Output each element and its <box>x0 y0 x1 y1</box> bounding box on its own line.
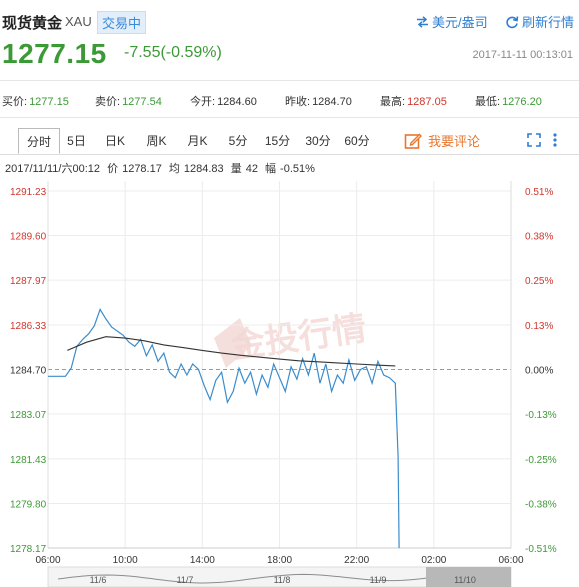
y-tick-label: 1281.43 <box>10 455 47 466</box>
overview-selection <box>426 567 511 587</box>
y-tick-label: 1287.97 <box>10 276 47 287</box>
y-tick-label: 1284.70 <box>10 366 47 377</box>
instrument-code: XAU <box>65 14 92 29</box>
pct-tick-label: 0.25% <box>525 276 553 287</box>
tab-weekly-k[interactable]: 周K <box>146 134 167 148</box>
pct-tick-label: 0.00% <box>525 366 553 377</box>
period-tabs: 分时 5日 日K 周K 月K 5分 15分 30分 60分 <box>18 127 376 155</box>
info-amp: -0.51% <box>280 163 315 175</box>
overview-line <box>57 573 427 584</box>
info-price: 1278.17 <box>122 163 162 175</box>
info-price-label: 价 <box>107 163 119 175</box>
info-vol: 42 <box>245 163 258 175</box>
stat-high: 最高: 1287.05 <box>380 93 447 109</box>
tab-30min[interactable]: 30分 <box>305 134 331 148</box>
watermark-emblem <box>214 318 252 368</box>
fullscreen-icon[interactable] <box>527 133 541 147</box>
x-tick-label: 06:00 <box>35 555 60 566</box>
swap-arrows-icon <box>417 15 428 28</box>
x-tick-label: 14:00 <box>190 555 215 566</box>
info-avg-label: 均 <box>168 163 180 175</box>
stat-label: 买价: <box>2 96 28 108</box>
more-options-icon[interactable] <box>551 133 559 147</box>
divider <box>0 154 579 155</box>
pct-tick-label: -0.38% <box>525 499 557 510</box>
refresh-icon <box>506 15 519 28</box>
stat-value: 1287.05 <box>407 96 447 108</box>
stat-prev-close: 昨收: 1284.70 <box>285 93 352 109</box>
info-datetime: 2017/11/11/六00:12 <box>5 163 101 175</box>
write-comment-label: 我要评论 <box>428 134 481 149</box>
currency-unit-button[interactable]: 美元/盎司 <box>416 12 488 31</box>
watermark-logo: 金投行情 <box>228 308 369 367</box>
refresh-label: 刷新行情 <box>522 15 575 30</box>
stat-bid: 买价: 1277.15 <box>2 93 69 109</box>
refresh-quotes-button[interactable]: 刷新行情 <box>505 12 574 31</box>
y-tick-label: 1286.33 <box>10 321 47 332</box>
stat-low: 最低: 1276.20 <box>475 93 542 109</box>
stat-label: 最高: <box>380 96 406 108</box>
header: 现货黄金 XAU 交易中 美元/盎司 刷新行情 <box>0 10 579 34</box>
stat-label: 卖价: <box>95 96 121 108</box>
y-tick-label: 1278.17 <box>10 544 47 555</box>
y-tick-label: 1291.23 <box>10 187 47 198</box>
y-tick-label: 1283.07 <box>10 410 47 421</box>
stat-label: 昨收: <box>285 96 311 108</box>
info-vol-label: 量 <box>230 163 242 175</box>
pct-tick-label: 0.51% <box>525 187 553 198</box>
pct-tick-label: -0.13% <box>525 410 557 421</box>
divider <box>0 117 579 118</box>
pct-tick-label: 0.13% <box>525 321 553 332</box>
x-tick-label: 06:00 <box>498 555 523 566</box>
x-tick-label: 02:00 <box>421 555 446 566</box>
tab-60min[interactable]: 60分 <box>344 134 370 148</box>
pct-tick-label: -0.25% <box>525 455 557 466</box>
pct-tick-label: -0.51% <box>525 544 557 555</box>
currency-unit-label: 美元/盎司 <box>432 15 488 30</box>
trading-status-badge: 交易中 <box>97 11 147 34</box>
info-amp-label: 幅 <box>265 163 277 175</box>
write-comment-button[interactable]: 我要评论 <box>404 131 480 150</box>
x-tick-label: 18:00 <box>267 555 292 566</box>
instrument-name: 现货黄金 <box>2 15 63 32</box>
y-tick-label: 1289.60 <box>10 232 47 243</box>
x-tick-label: 10:00 <box>113 555 138 566</box>
x-tick-label: 22:00 <box>344 555 369 566</box>
overview-date-label: 11/8 <box>274 575 291 585</box>
stat-value: 1277.54 <box>122 96 162 108</box>
tab-15min[interactable]: 15分 <box>264 134 291 148</box>
stat-open: 今开: 1284.60 <box>190 93 257 109</box>
current-price: 1277.15 <box>2 38 107 69</box>
intraday-chart[interactable]: 金投行情 1291.23 0.51% 1289.60 0.38% 1287.97 0.25%… <box>0 178 579 587</box>
tab-intraday[interactable]: 分时 <box>18 128 60 154</box>
info-avg: 1284.83 <box>183 163 224 175</box>
overview-date-label: 11/10 <box>454 575 476 585</box>
stat-ask: 卖价: 1277.54 <box>95 93 162 109</box>
price-change: -7.55(-0.59%) <box>124 44 222 61</box>
tab-daily-k[interactable]: 日K <box>104 134 125 148</box>
overview-date-label: 11/6 <box>90 575 107 585</box>
tab-5min[interactable]: 5分 <box>228 134 248 148</box>
y-tick-label: 1279.80 <box>10 499 47 510</box>
stat-value: 1284.70 <box>312 96 352 108</box>
stat-label: 最低: <box>475 96 501 108</box>
overview-date-label: 11/7 <box>177 575 194 585</box>
pct-tick-label: 0.38% <box>525 232 553 243</box>
stat-value: 1277.15 <box>29 96 69 108</box>
stat-label: 今开: <box>190 96 216 108</box>
divider <box>0 80 579 81</box>
overview-date-label: 11/9 <box>370 575 387 585</box>
crosshair-info: 2017/11/11/六00:12 价 1278.17 均 1284.83 量 42 … <box>5 160 319 176</box>
quote-timestamp: 2017-11-11 00:13:01 <box>472 49 573 61</box>
tab-5day[interactable]: 5日 <box>67 134 86 148</box>
stat-value: 1276.20 <box>502 96 542 108</box>
average-line <box>67 336 396 367</box>
tab-monthly-k[interactable]: 月K <box>187 134 208 148</box>
edit-icon <box>404 133 422 149</box>
price-line <box>48 308 400 549</box>
stat-value: 1284.60 <box>217 96 257 108</box>
